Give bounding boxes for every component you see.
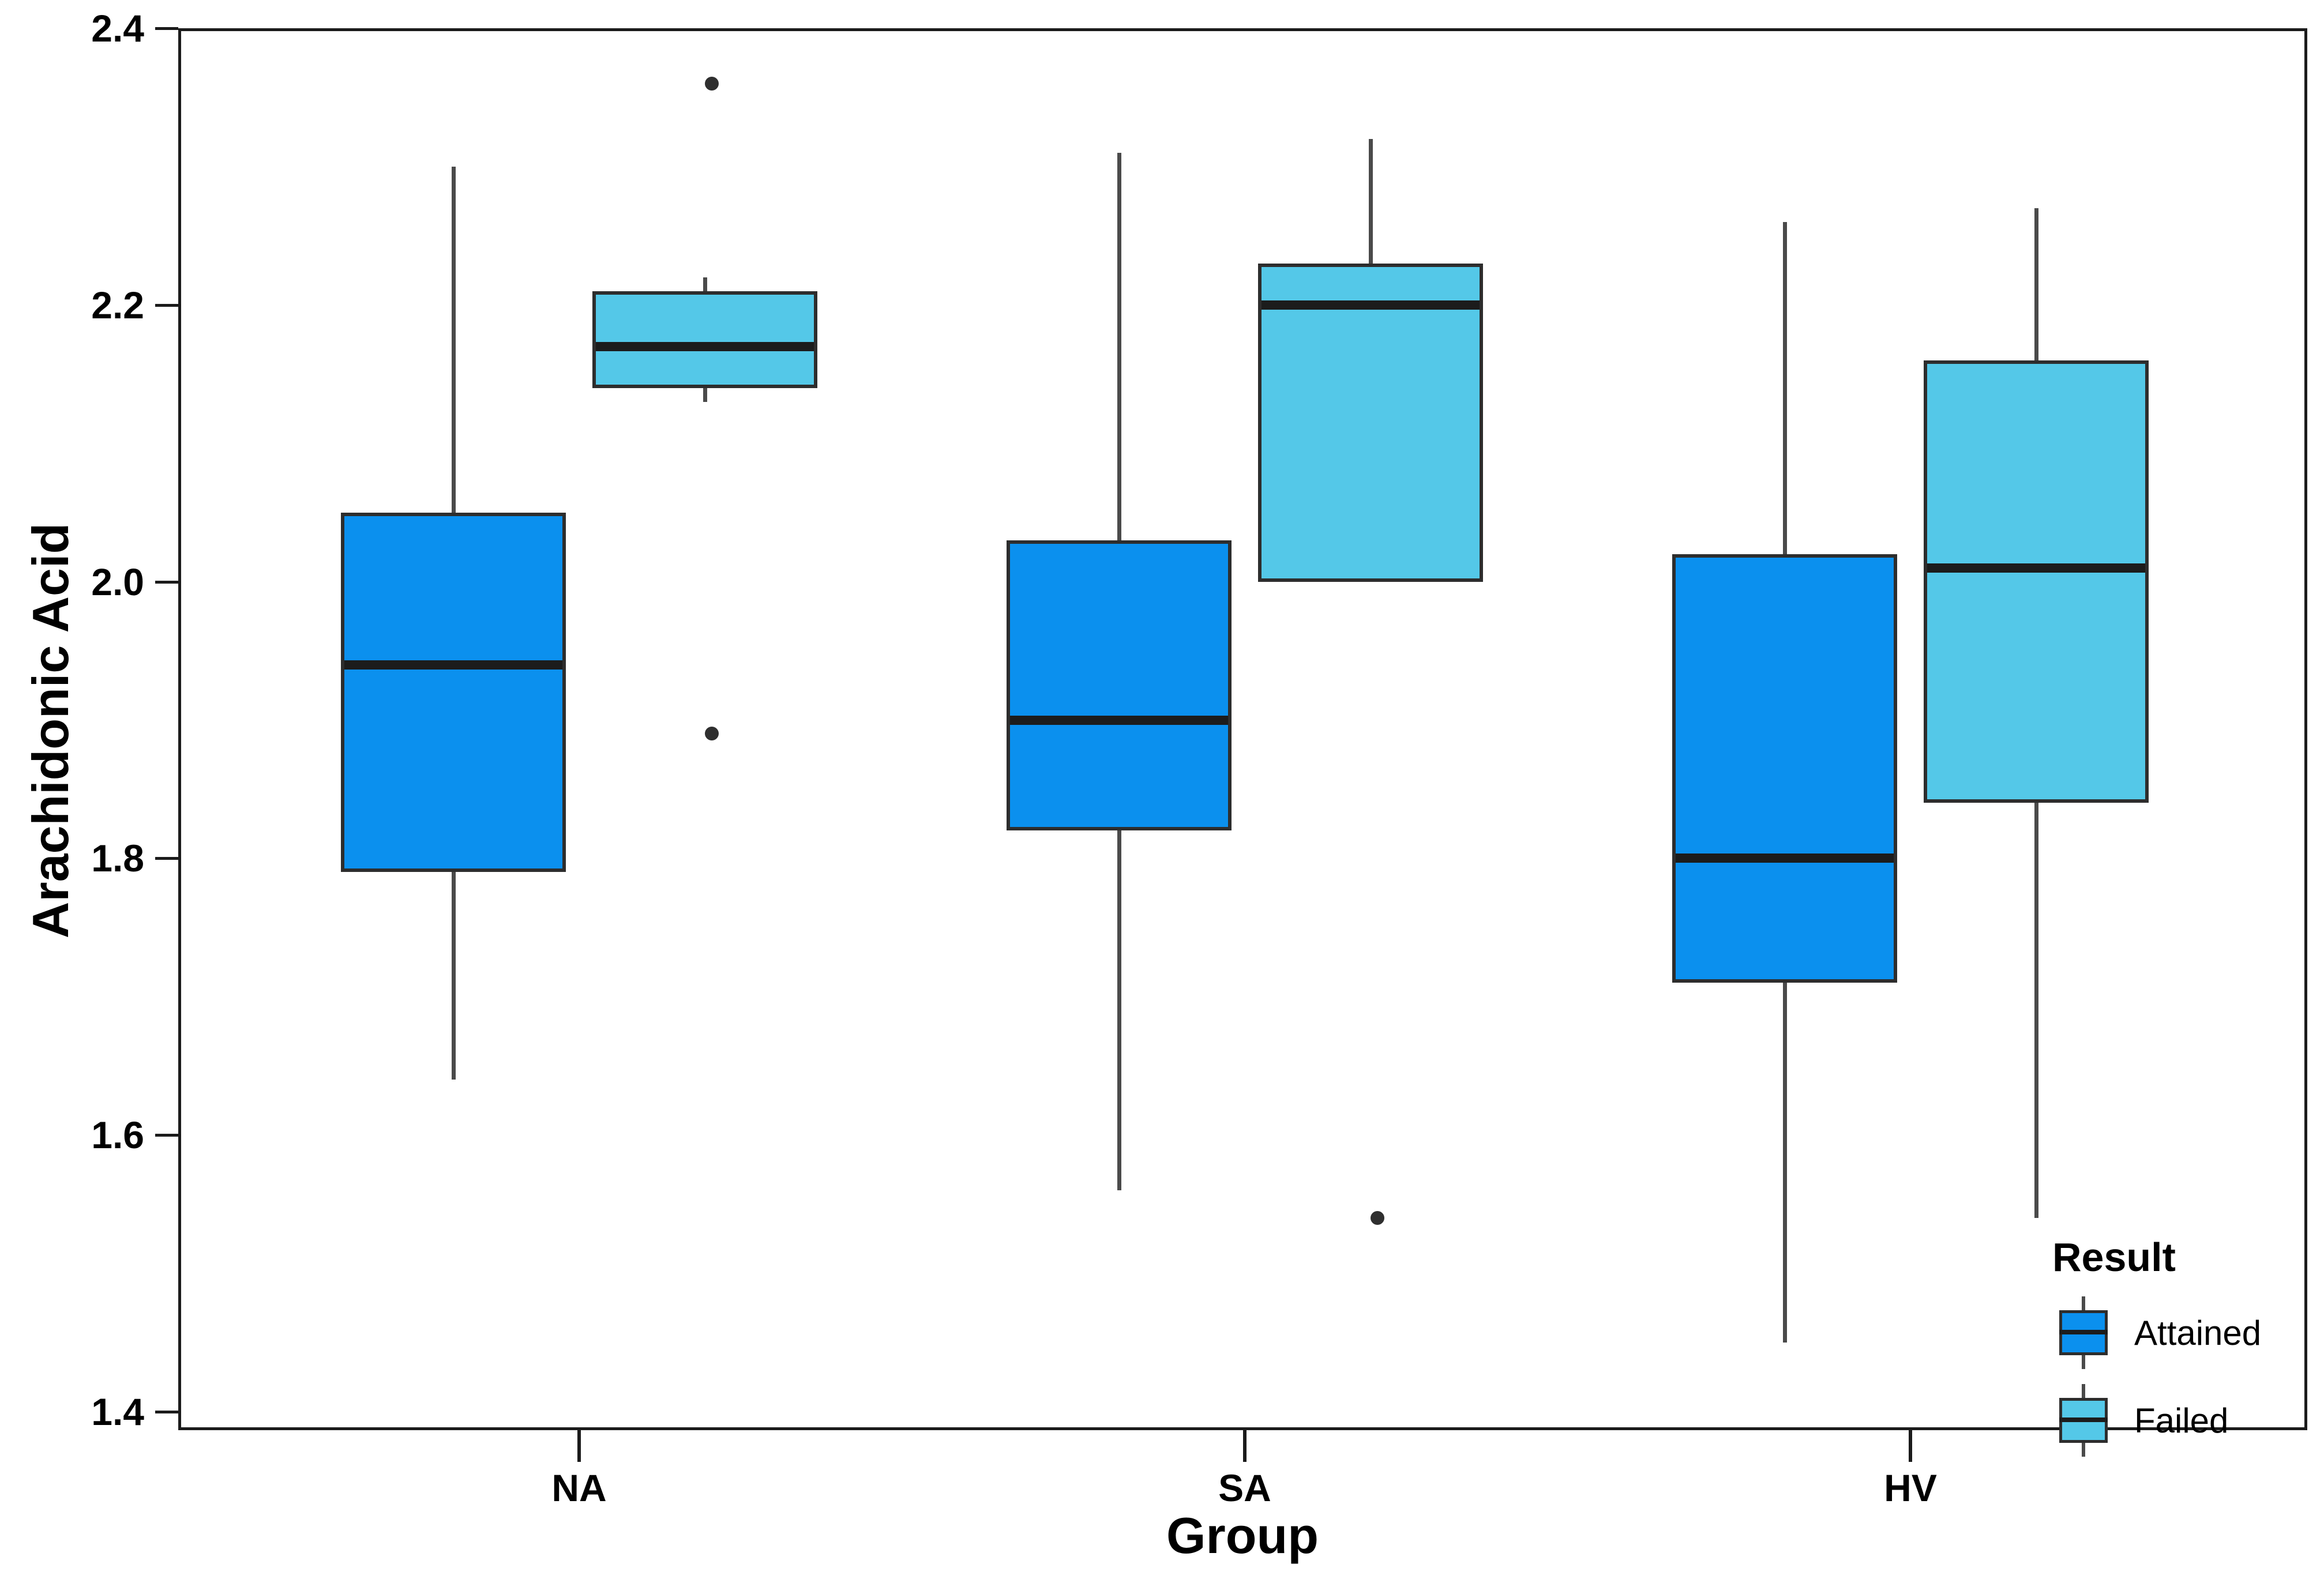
boxplot-box-attained-na — [341, 512, 566, 873]
legend-label: Failed — [2134, 1401, 2229, 1440]
y-tick-mark — [155, 27, 178, 30]
median-line — [596, 341, 814, 351]
legend-title: Result — [2052, 1235, 2176, 1280]
legend: Result Attained Failed — [2042, 1234, 2261, 1472]
boxplot-box-attained-sa — [1007, 540, 1232, 831]
median-line — [1676, 853, 1894, 863]
y-tick-mark — [155, 303, 178, 307]
legend-label: Attained — [2134, 1313, 2262, 1352]
y-tick-label: 1.6 — [91, 1114, 144, 1157]
y-axis-title: Arachidonic Acid — [22, 522, 79, 939]
legend-item-failed: Failed — [2042, 1384, 2261, 1457]
y-tick-label: 1.4 — [91, 1390, 144, 1433]
boxplot-box-attained-hv — [1672, 554, 1897, 983]
median-line — [344, 660, 562, 670]
x-tick-label: NA — [551, 1467, 607, 1509]
outlier-dot — [705, 76, 719, 91]
legend-rows: Attained Failed — [2042, 1296, 2261, 1457]
median-line — [1262, 300, 1480, 310]
x-tick-mark — [577, 1430, 581, 1462]
y-tick-label: 1.8 — [91, 837, 144, 880]
boxplot-box-failed-hv — [1924, 360, 2149, 803]
y-tick-label: 2.0 — [91, 560, 144, 603]
whisker-upper — [703, 277, 707, 291]
whisker-lower — [1783, 983, 1787, 1343]
legend-boxplot-swatch-icon — [2058, 1296, 2109, 1369]
legend-boxplot-swatch-icon — [2058, 1384, 2109, 1457]
y-tick-mark — [155, 580, 178, 584]
whisker-lower — [452, 872, 456, 1080]
outlier-dot — [1371, 1211, 1384, 1225]
median-line — [1927, 563, 2145, 573]
boxplot-box-failed-na — [592, 291, 817, 388]
whisker-upper — [1783, 221, 1787, 554]
x-tick-label: SA — [1218, 1467, 1271, 1509]
whisker-lower — [2034, 803, 2038, 1219]
x-tick-mark — [1909, 1430, 1912, 1462]
whisker-lower — [1117, 830, 1121, 1191]
legend-item-attained: Attained — [2042, 1296, 2261, 1369]
whisker-upper — [1369, 138, 1373, 264]
x-tick-mark — [1243, 1430, 1247, 1462]
whisker-upper — [452, 166, 456, 513]
outlier-dot — [705, 727, 719, 741]
y-tick-mark — [155, 857, 178, 860]
y-tick-label: 2.2 — [91, 283, 144, 326]
x-axis-title: Group — [1166, 1507, 1319, 1564]
whisker-upper — [2034, 208, 2038, 360]
y-tick-mark — [155, 1134, 178, 1137]
y-tick-label: 2.4 — [91, 7, 144, 50]
median-line — [1010, 715, 1228, 725]
boxplot-box-failed-sa — [1258, 263, 1483, 582]
x-tick-label: HV — [1884, 1467, 1937, 1509]
whisker-upper — [1117, 152, 1121, 540]
y-tick-mark — [155, 1411, 178, 1413]
whisker-lower — [703, 388, 707, 402]
